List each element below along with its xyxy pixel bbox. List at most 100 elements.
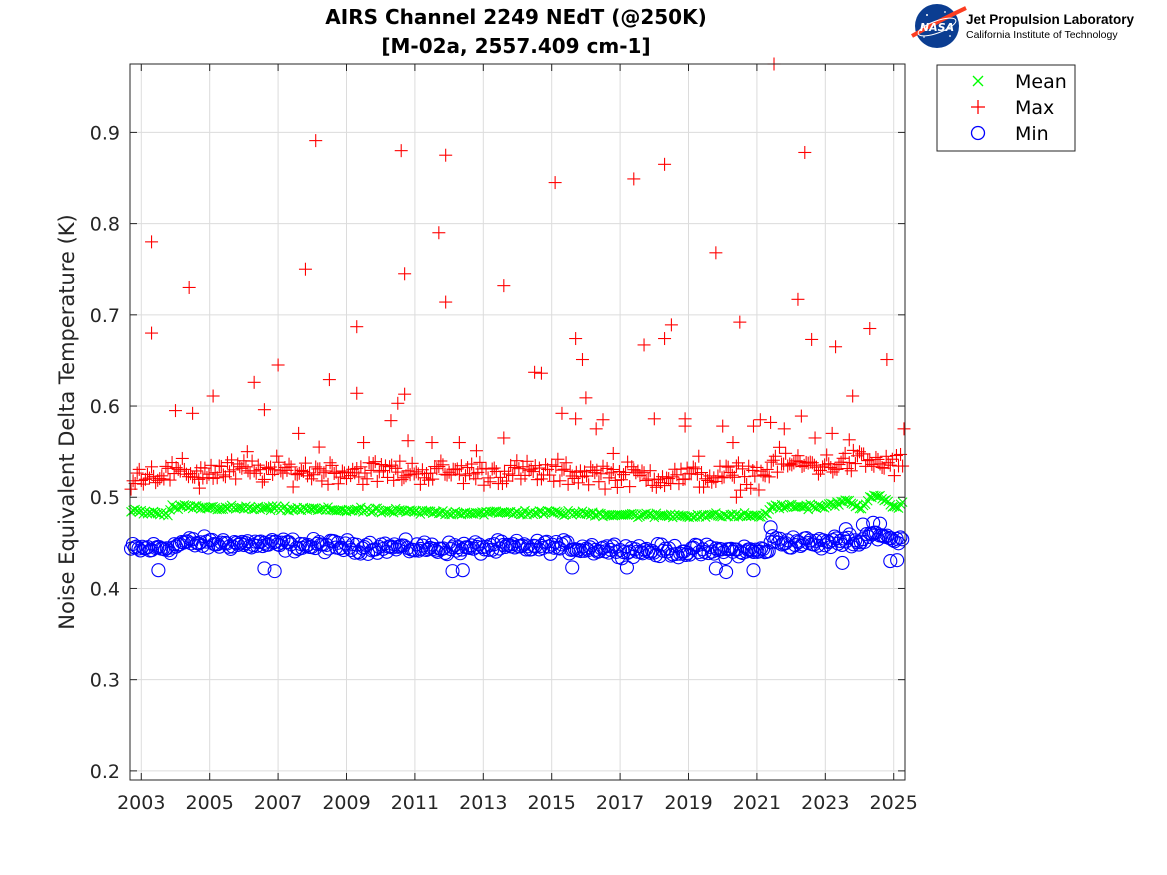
point-mean-stroke bbox=[534, 506, 545, 516]
point-max bbox=[762, 470, 776, 484]
point-mean bbox=[571, 508, 582, 519]
x-tick-label: 2017 bbox=[596, 792, 644, 814]
point-max bbox=[857, 447, 871, 461]
point-mean-stroke bbox=[713, 510, 723, 521]
point-max bbox=[787, 456, 801, 470]
point-min bbox=[626, 549, 641, 565]
point-max bbox=[770, 465, 784, 479]
point-max-outlier bbox=[271, 358, 285, 372]
point-min bbox=[842, 527, 857, 542]
point-min-outlier bbox=[838, 522, 853, 537]
point-max bbox=[733, 483, 747, 497]
point-mean-stroke bbox=[850, 501, 861, 512]
point-mean-stroke bbox=[148, 506, 159, 517]
legend-min-label: Min bbox=[1015, 123, 1049, 145]
point-max-outlier bbox=[647, 412, 661, 426]
point-mean-stroke bbox=[657, 510, 668, 521]
point-max bbox=[816, 460, 830, 474]
point-mean-stroke bbox=[513, 508, 524, 519]
point-min bbox=[838, 534, 853, 549]
point-max bbox=[155, 469, 169, 483]
point-max bbox=[389, 461, 403, 475]
point-max bbox=[128, 477, 142, 491]
point-min-outlier bbox=[257, 561, 272, 576]
point-max-outlier bbox=[497, 431, 511, 445]
point-max bbox=[639, 474, 653, 488]
point-max bbox=[791, 449, 805, 463]
point-max-outlier bbox=[658, 157, 672, 171]
point-max bbox=[284, 460, 298, 474]
legend-entry-mean: Mean bbox=[972, 71, 1067, 93]
point-min bbox=[191, 536, 206, 551]
point-min bbox=[594, 541, 609, 556]
point-max bbox=[409, 465, 423, 479]
point-mean bbox=[509, 508, 520, 518]
point-max bbox=[204, 458, 218, 472]
point-mean bbox=[741, 511, 752, 522]
legend-entry-min: Min bbox=[970, 123, 1049, 145]
point-max-outlier bbox=[350, 386, 364, 400]
point-mean-stroke bbox=[879, 495, 890, 506]
point-mean bbox=[232, 502, 243, 513]
point-mean bbox=[721, 510, 732, 521]
point-max-outlier bbox=[863, 322, 877, 336]
point-min-outlier bbox=[267, 564, 282, 579]
point-mean-stroke bbox=[429, 507, 440, 517]
point-max bbox=[688, 462, 702, 476]
point-mean bbox=[624, 509, 635, 520]
point-max bbox=[768, 449, 782, 463]
point-mean-stroke bbox=[676, 510, 686, 521]
point-max bbox=[413, 477, 427, 491]
point-max bbox=[658, 479, 672, 493]
point-mean-stroke bbox=[261, 503, 272, 513]
point-mean-stroke bbox=[602, 509, 612, 520]
point-min-outlier bbox=[445, 564, 460, 579]
point-mean-stroke bbox=[897, 497, 908, 507]
point-max bbox=[163, 473, 177, 487]
point-min bbox=[705, 544, 720, 559]
point-max-outlier bbox=[555, 406, 569, 420]
point-max bbox=[674, 462, 688, 476]
y-tick-label: 0.2 bbox=[90, 761, 120, 783]
point-max bbox=[559, 456, 573, 470]
point-max bbox=[268, 463, 282, 477]
point-max bbox=[358, 466, 372, 480]
point-mean bbox=[704, 509, 715, 520]
point-max bbox=[606, 462, 620, 476]
point-mean bbox=[220, 502, 231, 513]
point-max-outlier bbox=[497, 279, 511, 293]
plot-frame bbox=[129, 63, 906, 781]
point-max bbox=[549, 459, 563, 473]
point-mean-stroke bbox=[581, 509, 592, 519]
grid-lines bbox=[130, 64, 905, 780]
point-mean-stroke bbox=[355, 502, 366, 513]
point-mean-stroke bbox=[349, 505, 360, 515]
point-min bbox=[835, 537, 850, 553]
point-mean bbox=[206, 502, 216, 512]
point-mean-stroke bbox=[183, 502, 194, 513]
point-mean-stroke bbox=[407, 506, 418, 516]
point-max bbox=[210, 471, 224, 485]
y-tick-label: 0.4 bbox=[90, 578, 120, 600]
point-mean bbox=[323, 502, 333, 512]
point-mean-stroke bbox=[208, 501, 218, 512]
point-max bbox=[360, 472, 374, 486]
point-mean bbox=[501, 507, 512, 518]
point-max bbox=[331, 477, 345, 491]
point-max bbox=[709, 474, 723, 488]
point-mean bbox=[659, 510, 670, 521]
point-max bbox=[321, 477, 335, 491]
point-max-outlier bbox=[606, 446, 620, 460]
point-mean-stroke bbox=[189, 501, 200, 511]
point-mean bbox=[487, 506, 498, 517]
point-max bbox=[387, 473, 401, 487]
point-max bbox=[257, 472, 271, 486]
point-max bbox=[598, 482, 612, 496]
point-mean-stroke bbox=[557, 509, 567, 519]
point-max-outlier bbox=[439, 295, 453, 309]
point-max-outlier bbox=[805, 332, 819, 346]
point-max bbox=[487, 461, 501, 475]
point-max-outlier bbox=[384, 414, 398, 428]
y-tick-label: 0.7 bbox=[90, 305, 120, 327]
